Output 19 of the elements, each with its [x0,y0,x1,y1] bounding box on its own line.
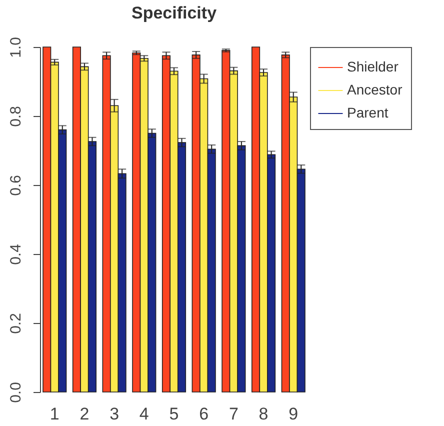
legend-label: Parent [347,104,388,120]
x-tick-label: 5 [169,404,179,424]
y-tick-label: 0.0 [8,382,24,403]
x-tick-label: 4 [139,404,149,424]
x-tick-label: 9 [288,404,298,424]
x-tick-label: 1 [50,404,60,424]
x-tick-label: 7 [228,404,238,424]
legend-label: Ancestor [347,82,403,98]
y-tick-label: 0.4 [8,244,24,265]
x-tick-label: 2 [80,404,90,424]
y-tick-label: 1.0 [8,37,24,58]
x-tick-label: 3 [110,404,120,424]
x-tick-label: 8 [258,404,268,424]
chart-title: Specificity [131,4,218,23]
y-tick-label: 0.8 [8,106,24,127]
legend-label: Shielder [347,58,399,74]
x-tick-label: 6 [199,404,209,424]
y-tick-label: 0.2 [8,313,24,334]
y-tick-label: 0.6 [8,175,24,196]
